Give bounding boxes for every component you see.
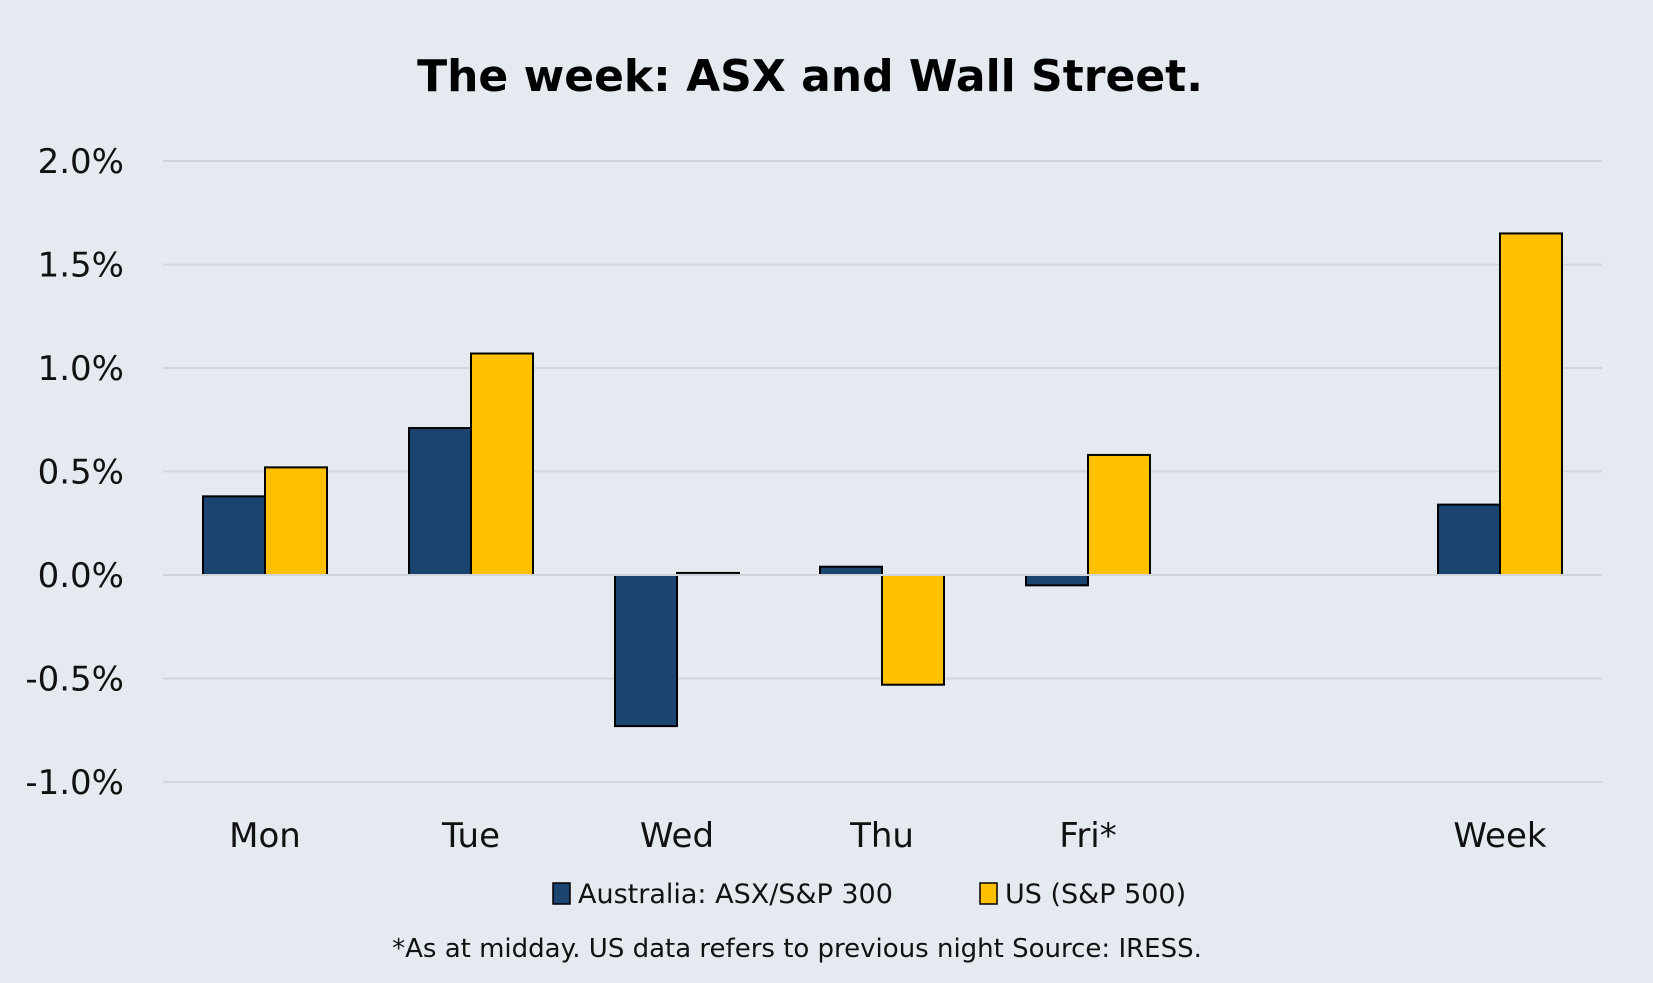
legend-label-australia: Australia: ASX/S&P 300 xyxy=(578,879,893,910)
x-axis-tick-labels: Mon Tue Wed Thu Fri* Week xyxy=(229,816,1547,856)
x-tick-label: Tue xyxy=(441,816,500,856)
bar-us-fri xyxy=(1087,453,1151,576)
bar-us-week xyxy=(1499,232,1563,576)
y-tick-label: -0.5% xyxy=(25,660,124,700)
bar-us-thu xyxy=(881,574,945,686)
x-tick-label: Week xyxy=(1453,816,1546,856)
legend: Australia: ASX/S&P 300 US (S&P 500) xyxy=(552,879,1186,910)
x-tick-label: Thu xyxy=(849,816,914,856)
bar-australia-mon xyxy=(202,495,266,576)
y-tick-label: 1.0% xyxy=(38,349,124,389)
y-tick-label: 0.0% xyxy=(38,556,124,596)
bar-us-tue xyxy=(470,352,534,577)
y-axis-tick-labels: 2.0% 1.5% 1.0% 0.5% 0.0% -0.5% -1.0% xyxy=(25,142,124,803)
y-tick-label: 2.0% xyxy=(38,142,124,182)
x-tick-label: Mon xyxy=(229,816,301,856)
bar-australia-week xyxy=(1437,503,1501,576)
bar-us-mon xyxy=(264,466,328,576)
x-tick-label: Wed xyxy=(640,816,714,856)
bar-australia-thu xyxy=(819,565,883,576)
legend-swatch-australia xyxy=(552,882,571,905)
y-tick-label: 1.5% xyxy=(38,246,124,286)
bar-australia-wed xyxy=(614,574,678,728)
y-tick-label: 0.5% xyxy=(38,453,124,493)
legend-label-us: US (S&P 500) xyxy=(1005,879,1186,910)
bars xyxy=(163,232,1602,728)
x-tick-label: Fri* xyxy=(1059,816,1117,856)
chart-title: The week: ASX and Wall Street. xyxy=(417,51,1203,102)
bar-australia-fri xyxy=(1025,574,1089,587)
legend-swatch-us xyxy=(979,882,998,905)
bar-australia-tue xyxy=(408,427,472,576)
source-footnote: *As at midday. US data refers to previou… xyxy=(392,934,1202,964)
y-tick-label: -1.0% xyxy=(25,763,124,803)
